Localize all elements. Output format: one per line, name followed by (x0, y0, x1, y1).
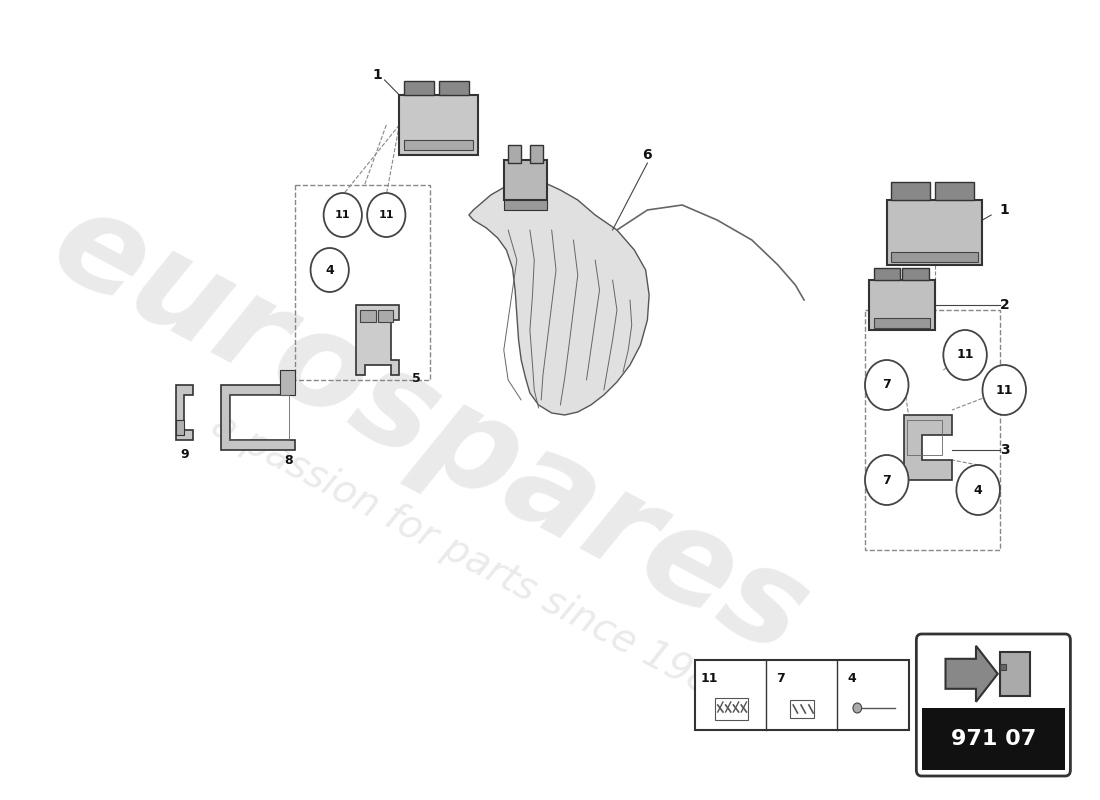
Text: 11: 11 (378, 210, 394, 220)
Text: 1: 1 (1000, 203, 1010, 217)
Text: 2: 2 (1000, 298, 1010, 312)
FancyBboxPatch shape (916, 634, 1070, 776)
Text: 9: 9 (180, 449, 189, 462)
Text: 3: 3 (1000, 443, 1010, 457)
Bar (873, 268, 900, 280)
Bar (530, 145, 543, 163)
Text: 8: 8 (285, 454, 293, 466)
Bar (865, 310, 1000, 550)
Bar (404, 140, 473, 150)
Text: 6: 6 (642, 148, 652, 162)
Text: 11: 11 (336, 210, 351, 220)
Text: 971 07: 971 07 (950, 729, 1036, 749)
Bar (280, 370, 295, 395)
Polygon shape (469, 180, 649, 415)
Bar (922, 708, 1065, 770)
Bar (504, 160, 548, 200)
Polygon shape (176, 385, 194, 440)
Bar (935, 182, 974, 200)
Bar (439, 81, 469, 95)
Text: a passion for parts since 1985: a passion for parts since 1985 (206, 406, 741, 714)
Bar (377, 310, 394, 322)
Circle shape (852, 703, 861, 713)
Polygon shape (904, 415, 952, 480)
Text: 7: 7 (777, 671, 785, 685)
Polygon shape (355, 305, 399, 375)
Circle shape (982, 365, 1026, 415)
Bar (504, 200, 548, 210)
Text: 5: 5 (412, 371, 421, 385)
Bar (176, 420, 185, 435)
Circle shape (956, 465, 1000, 515)
Bar (790, 700, 814, 718)
Bar (873, 318, 931, 328)
Polygon shape (946, 646, 998, 702)
Text: 11: 11 (996, 383, 1013, 397)
Bar (508, 145, 521, 163)
Polygon shape (1000, 664, 1006, 670)
Bar (360, 310, 376, 322)
Bar (399, 95, 477, 155)
Bar (902, 268, 928, 280)
Text: 7: 7 (882, 474, 891, 486)
Bar (230, 395, 289, 440)
Bar (404, 81, 434, 95)
Text: 1: 1 (373, 68, 383, 82)
Text: 4: 4 (326, 263, 334, 277)
Bar (906, 420, 942, 455)
Circle shape (865, 455, 909, 505)
Circle shape (323, 193, 362, 237)
Text: eurospares: eurospares (32, 178, 828, 682)
Text: 11: 11 (956, 349, 974, 362)
Text: 4: 4 (847, 671, 856, 685)
Circle shape (310, 248, 349, 292)
Text: 4: 4 (974, 483, 982, 497)
Circle shape (367, 193, 406, 237)
Polygon shape (1000, 652, 1030, 696)
Circle shape (865, 360, 909, 410)
Bar (869, 280, 935, 330)
Bar (295, 185, 430, 380)
Circle shape (944, 330, 987, 380)
Bar (887, 200, 982, 265)
Bar (715, 698, 748, 720)
Text: 7: 7 (882, 378, 891, 391)
Polygon shape (221, 385, 295, 450)
Bar (891, 182, 931, 200)
Bar (891, 252, 978, 262)
Bar (695, 660, 909, 730)
Text: 11: 11 (701, 671, 718, 685)
